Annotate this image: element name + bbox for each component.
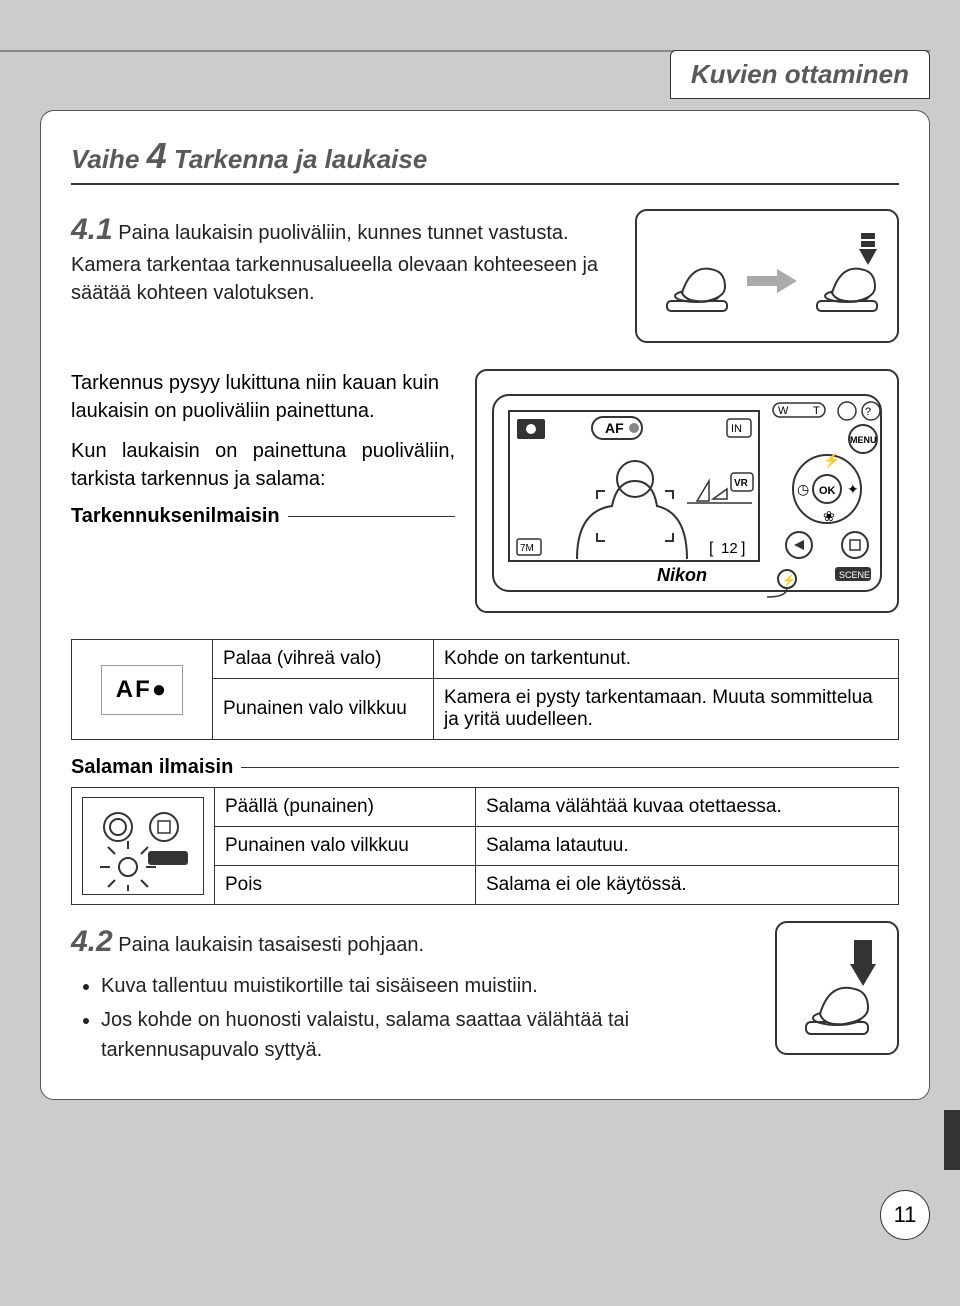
- svg-text:◷: ◷: [797, 481, 809, 497]
- substep-number-2: 4.2: [71, 925, 113, 958]
- step-4-2: 4.2 Paina laukaisin tasaisesti pohjaan. …: [71, 921, 899, 1069]
- flash-indicator-label: Salaman ilmaisin: [71, 756, 233, 779]
- shutter-halfpress-illustration: [635, 209, 899, 343]
- svg-text:12: 12: [721, 540, 738, 557]
- focus-row1-state: Palaa (vihreä valo): [213, 640, 434, 679]
- step42-bullets: Kuva tallentuu muistikortille tai sisäis…: [101, 971, 755, 1065]
- svg-text:W: W: [778, 405, 789, 417]
- camera-svg: AF IN VR: [487, 381, 887, 601]
- focus-indicator-label-row: Tarkennuksenilmaisin: [71, 505, 455, 528]
- svg-text:⚡: ⚡: [782, 574, 796, 587]
- substep-number: 4.1: [71, 213, 113, 246]
- step-prefix: Vaihe: [71, 144, 139, 174]
- manual-page: Kuvien ottaminen Vaihe 4 Tarkenna ja lau…: [0, 0, 960, 1260]
- svg-text:AF: AF: [605, 420, 624, 436]
- shutter-fullpress-illustration: [775, 921, 899, 1055]
- svg-text:]: ]: [741, 540, 745, 557]
- flash-row1-desc: Salama välähtää kuvaa otettaessa.: [476, 788, 899, 827]
- svg-text:T: T: [813, 405, 820, 417]
- flash-row2-desc: Salama latautuu.: [476, 827, 899, 866]
- step-4-1: 4.1 Paina laukaisin puoliväliin, kunnes …: [71, 209, 899, 343]
- substep-text: Paina laukaisin puoliväliin, kunnes tunn…: [71, 222, 598, 304]
- focus-row1-desc: Kohde on tarkentunut.: [434, 640, 899, 679]
- focus-row2-desc: Kamera ei pysty tarkentamaan. Muuta somm…: [434, 679, 899, 740]
- af-icon: AF●: [101, 665, 184, 715]
- step-number: 4: [147, 135, 167, 176]
- content-card: Vaihe 4 Tarkenna ja laukaise 4.1 Paina l…: [40, 110, 930, 1100]
- flash-row3-desc: Salama ei ole käytössä.: [476, 866, 899, 905]
- svg-text:MENU: MENU: [850, 435, 877, 445]
- af-icon-cell: AF●: [72, 640, 213, 740]
- leader-line-2: [241, 767, 899, 768]
- focus-indicator-label: Tarkennuksenilmaisin: [71, 505, 280, 528]
- svg-text:⚡: ⚡: [823, 452, 840, 469]
- mid-paragraph-2: Kun laukaisin on painettuna puoliväliin,…: [71, 437, 455, 493]
- step-heading: Vaihe 4 Tarkenna ja laukaise: [71, 135, 899, 185]
- svg-text:OK: OK: [819, 485, 836, 497]
- svg-text:IN: IN: [731, 423, 742, 435]
- step-title: Tarkenna ja laukaise: [174, 144, 427, 174]
- mid-block: Tarkennus pysyy lukittuna niin kauan kui…: [71, 369, 899, 613]
- svg-text:❀: ❀: [823, 508, 835, 524]
- shutter-halfpress-svg: [647, 221, 887, 331]
- flash-row3-state: Pois: [215, 866, 476, 905]
- svg-text:VR: VR: [734, 478, 749, 489]
- focus-indicator-table: AF● Palaa (vihreä valo) Kohde on tarkent…: [71, 639, 899, 740]
- svg-text:7M: 7M: [520, 543, 534, 554]
- camera-back-illustration: AF IN VR: [475, 369, 899, 613]
- svg-text:Nikon: Nikon: [657, 565, 707, 585]
- leader-line: [288, 516, 455, 517]
- page-number: 11: [880, 1190, 930, 1240]
- flash-icon-cell: [72, 788, 215, 905]
- section-tab: Kuvien ottaminen: [670, 50, 930, 99]
- flash-indicator-label-row: Salaman ilmaisin: [71, 756, 899, 779]
- bullet-1: Kuva tallentuu muistikortille tai sisäis…: [101, 971, 755, 1001]
- thumb-tab: [944, 1110, 960, 1170]
- svg-text:?: ?: [865, 406, 871, 418]
- flash-row1-state: Päällä (punainen): [215, 788, 476, 827]
- flash-indicator-table: Päällä (punainen) Salama välähtää kuvaa …: [71, 787, 899, 905]
- focus-row2-state: Punainen valo vilkkuu: [213, 679, 434, 740]
- flash-lamp-illustration: [82, 797, 204, 895]
- mid-paragraph-1: Tarkennus pysyy lukittuna niin kauan kui…: [71, 369, 455, 425]
- svg-text:[: [: [709, 540, 714, 557]
- bullet-2: Jos kohde on huonosti valaistu, salama s…: [101, 1005, 755, 1065]
- substep-text-2: Paina laukaisin tasaisesti pohjaan.: [118, 934, 424, 956]
- svg-text:✦: ✦: [847, 481, 859, 497]
- flash-row2-state: Punainen valo vilkkuu: [215, 827, 476, 866]
- svg-text:SCENE: SCENE: [839, 570, 870, 580]
